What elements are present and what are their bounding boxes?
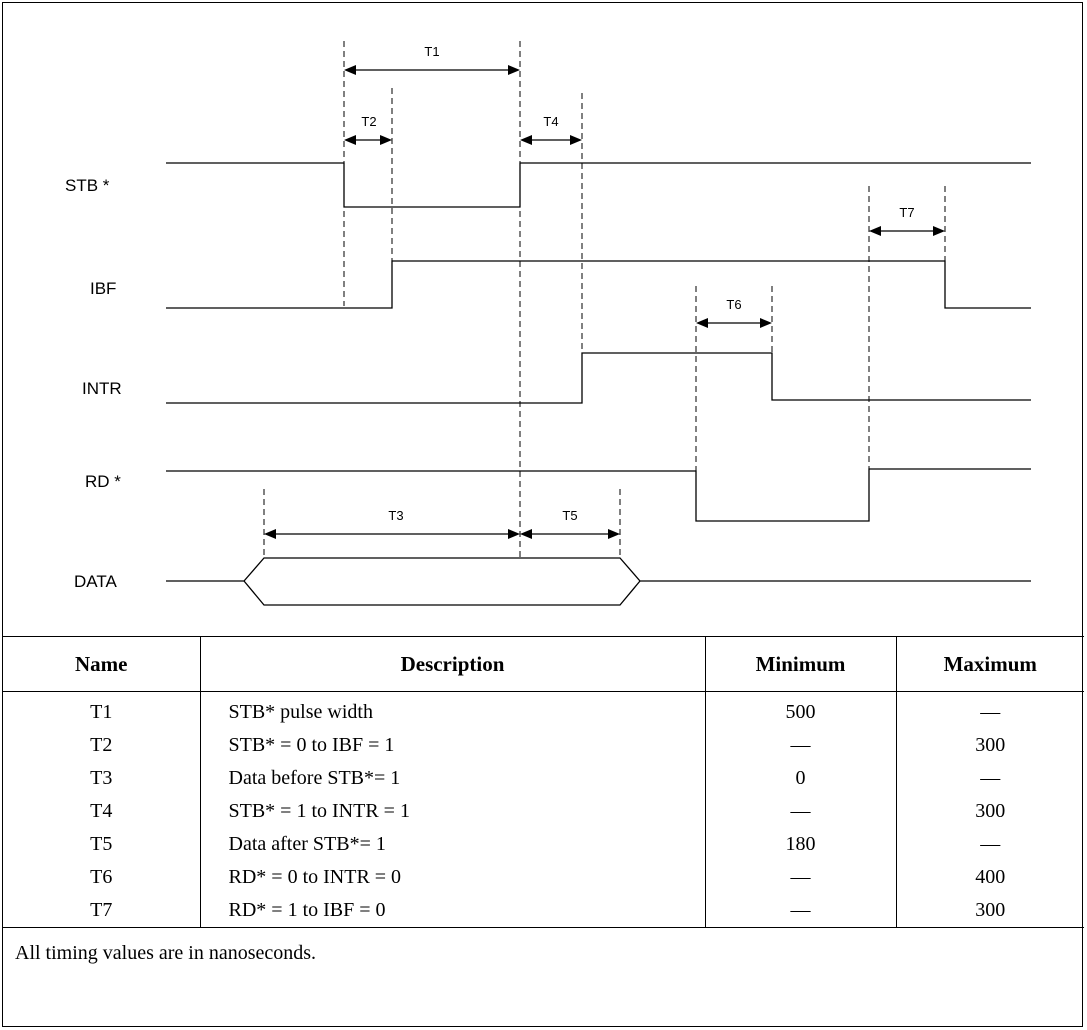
- table-footer-row: All timing values are in nanoseconds.: [3, 927, 1084, 978]
- table-row: T3 Data before STB*= 1 0 —: [3, 762, 1084, 795]
- cell-minimum: 500: [704, 691, 897, 729]
- header-name: Name: [3, 636, 201, 692]
- cell-description: STB* pulse width: [199, 691, 706, 729]
- signal-label-data: DATA: [74, 572, 117, 591]
- cell-minimum: —: [704, 861, 897, 894]
- rd-waveform: [166, 468, 1031, 522]
- cell-name: T7: [3, 894, 201, 928]
- cell-minimum: 180: [704, 828, 897, 861]
- cell-maximum: 300: [895, 894, 1084, 928]
- interval-t3: [264, 529, 520, 539]
- cell-maximum: 400: [895, 861, 1084, 894]
- cell-name: T1: [3, 691, 201, 729]
- cell-name: T3: [3, 762, 201, 795]
- timing-diagram: STB * IBF INTR RD * DATA T1: [65, 41, 1031, 606]
- cell-description: Data after STB*= 1: [199, 828, 706, 861]
- cell-minimum: —: [704, 729, 897, 762]
- label-t6: T6: [726, 297, 741, 312]
- cell-description: STB* = 0 to IBF = 1: [199, 729, 706, 762]
- label-t7: T7: [899, 205, 914, 220]
- cell-description: RD* = 0 to INTR = 0: [199, 861, 706, 894]
- signal-label-rd: RD *: [85, 472, 121, 491]
- table-row: T6 RD* = 0 to INTR = 0 — 400: [3, 861, 1084, 894]
- cell-maximum: —: [895, 762, 1084, 795]
- interval-t1: [344, 65, 520, 75]
- interval-t7: [869, 226, 945, 236]
- interval-t5: [520, 529, 620, 539]
- table-row: T1 STB* pulse width 500 —: [3, 691, 1084, 729]
- cell-maximum: —: [895, 828, 1084, 861]
- data-bus-waveform: [166, 557, 1031, 606]
- header-maximum: Maximum: [895, 636, 1084, 692]
- signal-label-intr: INTR: [82, 379, 122, 398]
- signal-label-stb: STB *: [65, 176, 110, 195]
- table-header-row: Name Description Minimum Maximum: [3, 636, 1084, 692]
- interval-t6: [696, 318, 772, 328]
- table-row: T5 Data after STB*= 1 180 —: [3, 828, 1084, 861]
- table-row: T7 RD* = 1 to IBF = 0 — 300: [3, 894, 1084, 928]
- cell-name: T2: [3, 729, 201, 762]
- cell-name: T6: [3, 861, 201, 894]
- interval-t2: [344, 135, 392, 145]
- label-t1: T1: [424, 44, 439, 59]
- signal-label-ibf: IBF: [90, 279, 116, 298]
- header-minimum: Minimum: [704, 636, 897, 692]
- cell-maximum: —: [895, 691, 1084, 729]
- cell-minimum: —: [704, 894, 897, 928]
- cell-description: RD* = 1 to IBF = 0: [199, 894, 706, 928]
- cell-minimum: 0: [704, 762, 897, 795]
- cell-name: T4: [3, 795, 201, 828]
- cell-description: STB* = 1 to INTR = 1: [199, 795, 706, 828]
- label-t3: T3: [388, 508, 403, 523]
- intr-waveform: [166, 352, 1031, 404]
- cell-description: Data before STB*= 1: [199, 762, 706, 795]
- cell-maximum: 300: [895, 729, 1084, 762]
- table-row: T4 STB* = 1 to INTR = 1 — 300: [3, 795, 1084, 828]
- table-row: T2 STB* = 0 to IBF = 1 — 300: [3, 729, 1084, 762]
- stb-waveform: [166, 162, 1031, 208]
- header-description: Description: [199, 636, 706, 692]
- ibf-waveform: [166, 260, 1031, 309]
- label-t2: T2: [361, 114, 376, 129]
- cell-name: T5: [3, 828, 201, 861]
- footnote: All timing values are in nanoseconds.: [3, 927, 1084, 978]
- label-t5: T5: [562, 508, 577, 523]
- cell-maximum: 300: [895, 795, 1084, 828]
- interval-t4: [520, 135, 582, 145]
- cell-minimum: —: [704, 795, 897, 828]
- label-t4: T4: [543, 114, 558, 129]
- timing-table: Name Description Minimum Maximum T1 STB*…: [3, 636, 1084, 978]
